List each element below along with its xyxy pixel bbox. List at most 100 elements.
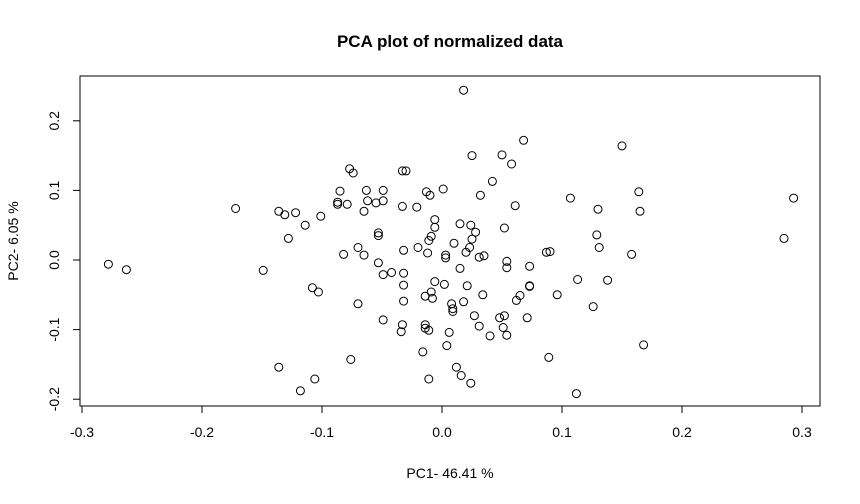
data-point — [461, 247, 471, 257]
y-tick-label: 0.0 — [46, 250, 62, 270]
data-point — [451, 362, 461, 372]
data-point — [545, 247, 555, 257]
data-point — [438, 184, 448, 194]
data-point — [418, 347, 428, 357]
data-point — [462, 281, 472, 291]
data-point — [346, 355, 356, 364]
data-point — [593, 204, 603, 214]
data-point — [335, 186, 345, 196]
data-point — [474, 321, 484, 331]
y-tick-label: -0.2 — [46, 387, 62, 411]
data-point — [363, 196, 373, 206]
data-point — [634, 187, 644, 197]
data-point — [466, 378, 476, 388]
data-point — [399, 280, 409, 290]
data-point — [378, 315, 388, 325]
data-point — [499, 311, 509, 321]
data-point — [353, 299, 363, 309]
y-tick-label: 0.2 — [46, 111, 62, 131]
data-point — [333, 199, 343, 209]
data-point — [103, 259, 113, 269]
data-point — [307, 283, 317, 293]
data-point — [441, 250, 451, 260]
data-point — [371, 198, 381, 208]
data-point — [397, 166, 407, 176]
data-point — [295, 386, 305, 396]
data-point — [448, 307, 458, 316]
data-point — [498, 323, 508, 332]
data-point — [121, 265, 131, 275]
data-point — [258, 265, 268, 275]
data-point — [425, 190, 435, 200]
data-point — [300, 220, 310, 230]
data-point — [439, 279, 449, 289]
data-point — [594, 243, 604, 252]
data-point — [424, 325, 434, 335]
data-point — [497, 150, 507, 160]
data-point — [573, 275, 583, 284]
data-point — [448, 304, 458, 314]
data-point — [361, 185, 371, 195]
data-point — [459, 85, 469, 95]
data-point — [444, 327, 454, 337]
data-point — [789, 193, 799, 203]
data-point — [471, 227, 481, 237]
y-tick-label: 0.1 — [46, 180, 62, 200]
data-point — [565, 193, 575, 203]
data-point — [474, 252, 484, 262]
data-point — [627, 249, 637, 259]
data-point — [283, 233, 293, 243]
data-point — [475, 190, 485, 200]
data-point — [617, 141, 627, 151]
data-point — [478, 290, 488, 300]
data-point — [502, 330, 512, 340]
data-point — [639, 340, 649, 350]
data-point — [423, 248, 433, 258]
data-point — [455, 219, 465, 229]
x-tick-label: 0.1 — [552, 424, 572, 440]
data-point — [399, 296, 409, 306]
data-point — [502, 256, 512, 266]
data-point — [316, 211, 326, 221]
data-point — [397, 320, 407, 330]
data-point — [588, 302, 598, 312]
data-point — [455, 263, 465, 273]
data-point — [592, 230, 602, 240]
data-point — [469, 311, 479, 321]
data-point — [544, 352, 554, 362]
data-point — [427, 293, 437, 303]
data-point — [507, 159, 517, 169]
data-point — [522, 313, 532, 323]
data-point — [479, 251, 489, 261]
data-point — [342, 199, 352, 209]
data-point — [519, 135, 529, 145]
data-point — [779, 233, 789, 243]
data-point — [426, 287, 436, 297]
data-point — [456, 371, 466, 380]
data-point — [353, 243, 363, 252]
plot-frame — [79, 75, 821, 407]
data-point — [348, 168, 358, 178]
data-point — [441, 253, 451, 263]
data-point — [430, 277, 440, 287]
chart-title: PCA plot of normalized data — [337, 32, 564, 51]
data-point — [525, 261, 535, 271]
data-point — [231, 204, 241, 213]
data-point — [413, 243, 423, 252]
x-tick-label: -0.1 — [310, 424, 334, 440]
data-point — [274, 206, 284, 216]
data-point — [541, 247, 551, 257]
data-point — [487, 176, 497, 186]
data-point — [412, 202, 422, 212]
data-point — [635, 206, 645, 216]
data-point — [387, 268, 397, 277]
data-point — [459, 297, 469, 307]
data-point — [313, 287, 323, 297]
data-point — [485, 331, 495, 341]
data-point — [339, 249, 349, 259]
data-point — [359, 206, 369, 216]
data-point — [495, 313, 505, 323]
data-point — [397, 201, 407, 211]
data-point — [449, 238, 459, 248]
x-tick-label: 0.0 — [432, 424, 452, 440]
